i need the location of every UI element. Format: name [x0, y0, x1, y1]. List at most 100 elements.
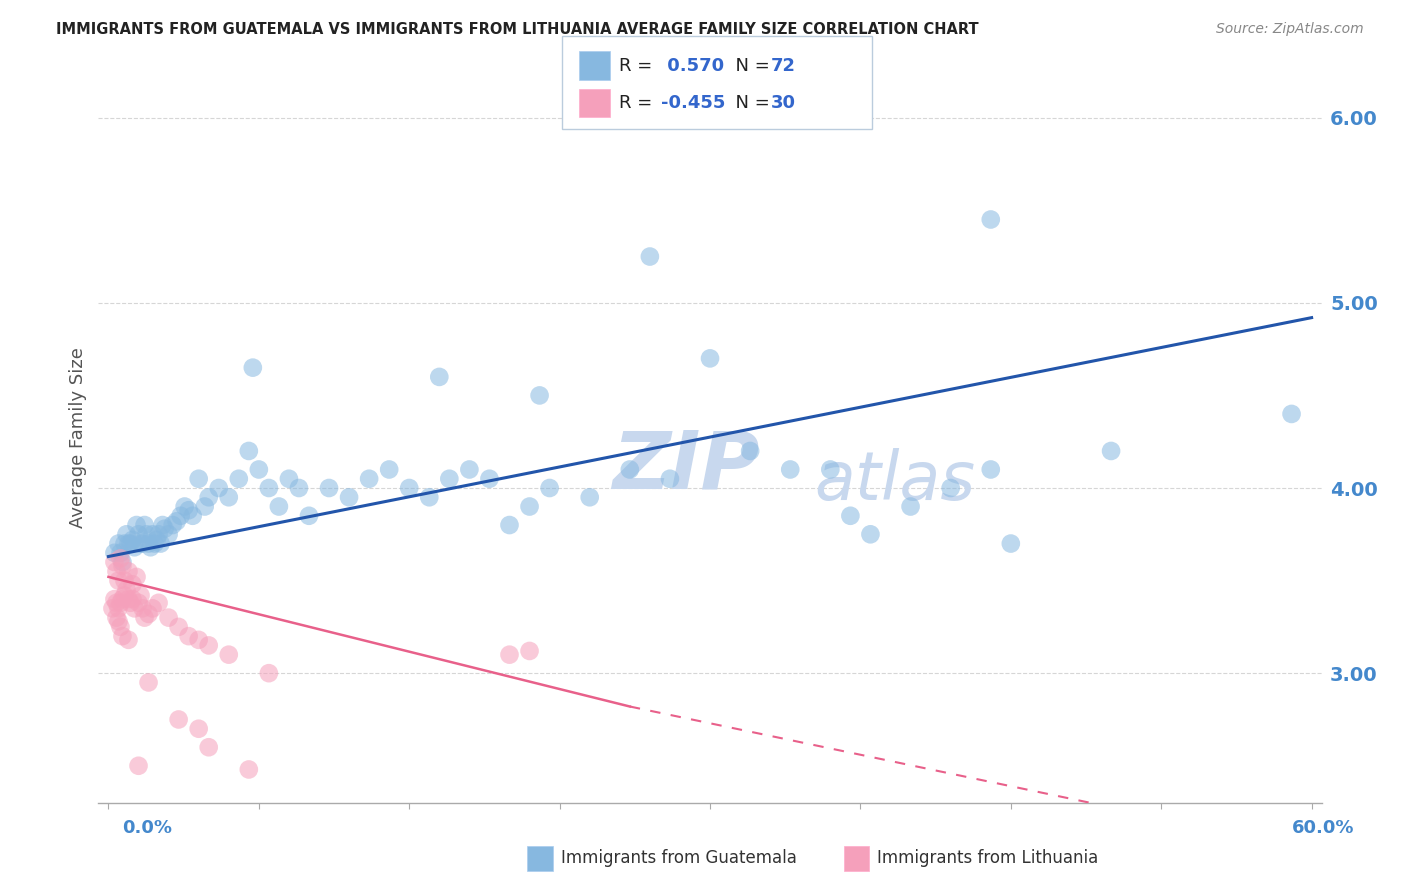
Point — [157, 527, 180, 541]
Point — [177, 503, 200, 517]
Point — [529, 388, 551, 402]
Point — [638, 250, 661, 264]
Point — [111, 592, 134, 607]
Text: 72: 72 — [770, 57, 796, 75]
Point — [121, 533, 143, 547]
Point — [194, 500, 217, 514]
Point — [128, 527, 150, 541]
Point — [114, 536, 136, 550]
Point — [139, 541, 162, 555]
Point — [111, 558, 134, 573]
Point — [181, 508, 204, 523]
Point — [105, 610, 128, 624]
Point — [1099, 444, 1122, 458]
Point — [939, 481, 962, 495]
Point — [619, 462, 641, 476]
Point — [519, 500, 541, 514]
Point — [142, 601, 165, 615]
Point — [242, 360, 264, 375]
Point — [148, 527, 170, 541]
Point — [120, 596, 142, 610]
Point — [169, 508, 191, 523]
Point — [177, 629, 200, 643]
Point — [138, 675, 160, 690]
Text: ZIP: ZIP — [612, 427, 759, 506]
Point — [267, 500, 290, 514]
Point — [110, 596, 132, 610]
Point — [498, 518, 520, 533]
Point — [238, 763, 260, 777]
Point — [458, 462, 481, 476]
Point — [129, 536, 152, 550]
Point — [110, 546, 132, 560]
Point — [658, 472, 681, 486]
Point — [110, 620, 132, 634]
Point — [173, 500, 195, 514]
Point — [238, 444, 260, 458]
Text: 0.0%: 0.0% — [122, 819, 173, 837]
Point — [121, 577, 143, 591]
Point — [117, 536, 139, 550]
Point — [149, 536, 172, 550]
Point — [187, 632, 209, 647]
Point — [208, 481, 231, 495]
Point — [152, 518, 174, 533]
Point — [1000, 536, 1022, 550]
Point — [197, 490, 219, 504]
Point — [117, 565, 139, 579]
Point — [820, 462, 842, 476]
Point — [107, 574, 129, 588]
Point — [142, 527, 165, 541]
Point — [124, 601, 146, 615]
Y-axis label: Average Family Size: Average Family Size — [69, 347, 87, 527]
Point — [359, 472, 381, 486]
Point — [318, 481, 340, 495]
Point — [378, 462, 401, 476]
Point — [740, 444, 762, 458]
Point — [129, 588, 152, 602]
Point — [121, 592, 143, 607]
Point — [117, 592, 139, 607]
Text: 60.0%: 60.0% — [1292, 819, 1354, 837]
Point — [218, 648, 240, 662]
Point — [134, 518, 156, 533]
Point — [257, 481, 280, 495]
Point — [134, 610, 156, 624]
Point — [197, 740, 219, 755]
Point — [699, 351, 721, 366]
Point — [980, 212, 1002, 227]
Point — [115, 527, 138, 541]
Text: -0.455: -0.455 — [661, 95, 725, 112]
Point — [128, 758, 150, 772]
Point — [167, 713, 190, 727]
Text: R =: R = — [619, 95, 658, 112]
Point — [519, 644, 541, 658]
Point — [128, 596, 150, 610]
Point — [427, 370, 450, 384]
Point — [157, 610, 180, 624]
Point — [578, 490, 600, 504]
Point — [107, 601, 129, 615]
Point — [143, 536, 166, 550]
Point — [105, 596, 128, 610]
Point — [980, 462, 1002, 476]
Point — [839, 508, 862, 523]
Text: 30: 30 — [770, 95, 796, 112]
Point — [138, 607, 160, 621]
Point — [498, 648, 520, 662]
Point — [138, 536, 160, 550]
Point — [107, 615, 129, 629]
Point — [228, 472, 250, 486]
Text: N =: N = — [724, 95, 776, 112]
Point — [478, 472, 501, 486]
Point — [277, 472, 299, 486]
Point — [105, 565, 128, 579]
Point — [131, 601, 153, 615]
Point — [135, 527, 157, 541]
Text: 0.570: 0.570 — [661, 57, 724, 75]
Point — [298, 508, 321, 523]
Point — [107, 536, 129, 550]
Point — [153, 522, 176, 536]
Point — [166, 514, 188, 528]
Text: Source: ZipAtlas.com: Source: ZipAtlas.com — [1216, 22, 1364, 37]
